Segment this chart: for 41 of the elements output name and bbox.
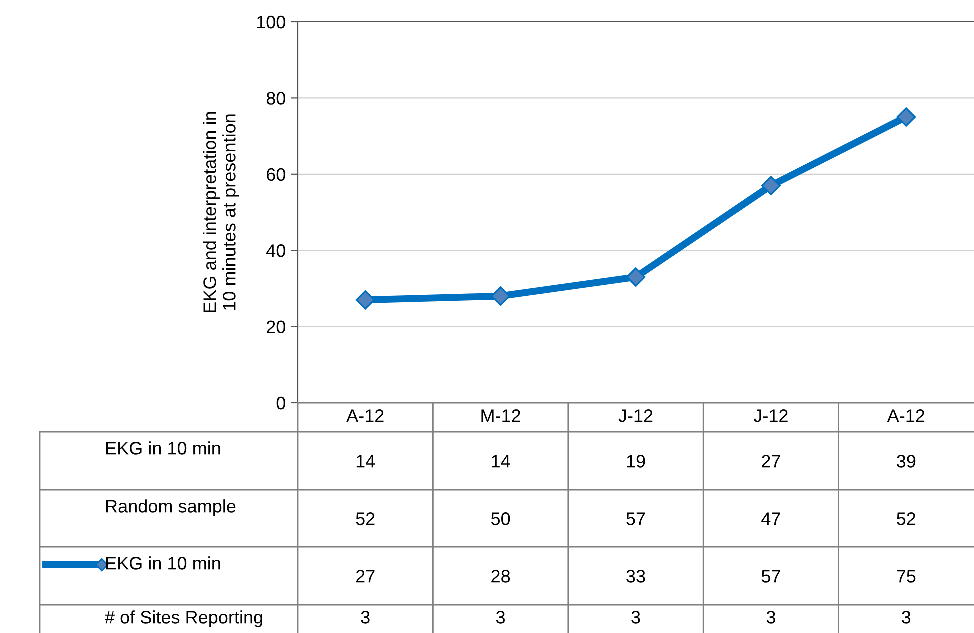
point [626,268,646,287]
text: 47 [762,512,780,526]
data-label: 33 [626,570,646,583]
point [491,286,510,306]
legend-label: EKG in 10 min [106,556,220,570]
y-tick-label: 0 [276,396,286,410]
y-tick-label: 60 [267,168,286,182]
text: 57 [626,512,646,526]
text: EKG in 10 min [106,442,220,455]
text: 52 [897,512,916,526]
x-tick-label: J-12 [618,410,653,422]
y-tick-label: 20 [267,320,286,334]
text: 3 [766,611,776,624]
text: Random sample [106,500,236,516]
text: 19 [627,455,646,468]
text: # of Sites Reporting [105,610,262,628]
x-tick-label: A-12 [346,410,384,422]
text: 14 [492,455,510,468]
data-label: 28 [492,570,510,583]
text: 3 [632,611,640,624]
y-axis-title: EKG and interpretation in 10 minutes at presention [203,112,240,312]
x-tick-label: M-12 [482,410,520,422]
point [356,290,376,310]
text: 27 [762,455,780,468]
x-tick-label: J-12 [754,410,788,422]
y-tick-label: 100 [257,16,286,29]
y-tick-label: 80 [266,92,286,105]
text: 50 [491,512,510,526]
point [762,176,781,196]
text: 14 [356,455,376,468]
point [896,108,916,127]
data-label: 75 [897,570,916,583]
text: 39 [897,455,916,468]
data-label: 57 [762,570,780,583]
text: 3 [902,611,911,624]
text: 3 [496,611,506,624]
x-tick-label: A-12 [887,410,925,422]
text: 52 [356,512,375,526]
y-tick-label: 40 [266,244,286,258]
data-label: 27 [356,570,375,583]
text: 3 [361,611,370,624]
